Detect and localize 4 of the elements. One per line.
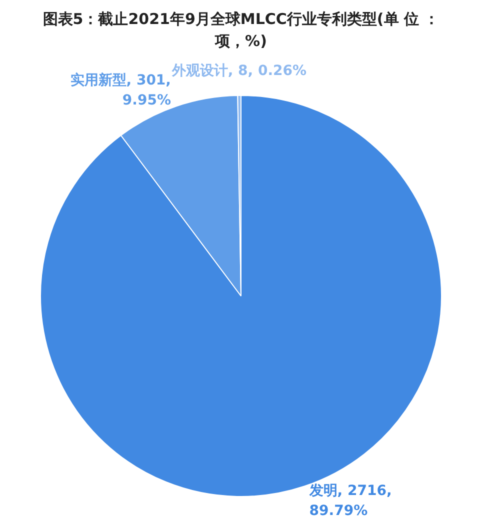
slice-label: 实用新型, 301, 9.95% (70, 72, 171, 109)
slice-label: 外观设计, 8, 0.26% (170, 63, 307, 80)
chart-title: 图表5：截止2021年9月全球MLCC行业专利类型(单 位 ：项，%) (42, 9, 440, 52)
slice-label: 发明, 2716, 89.79% (308, 483, 392, 520)
